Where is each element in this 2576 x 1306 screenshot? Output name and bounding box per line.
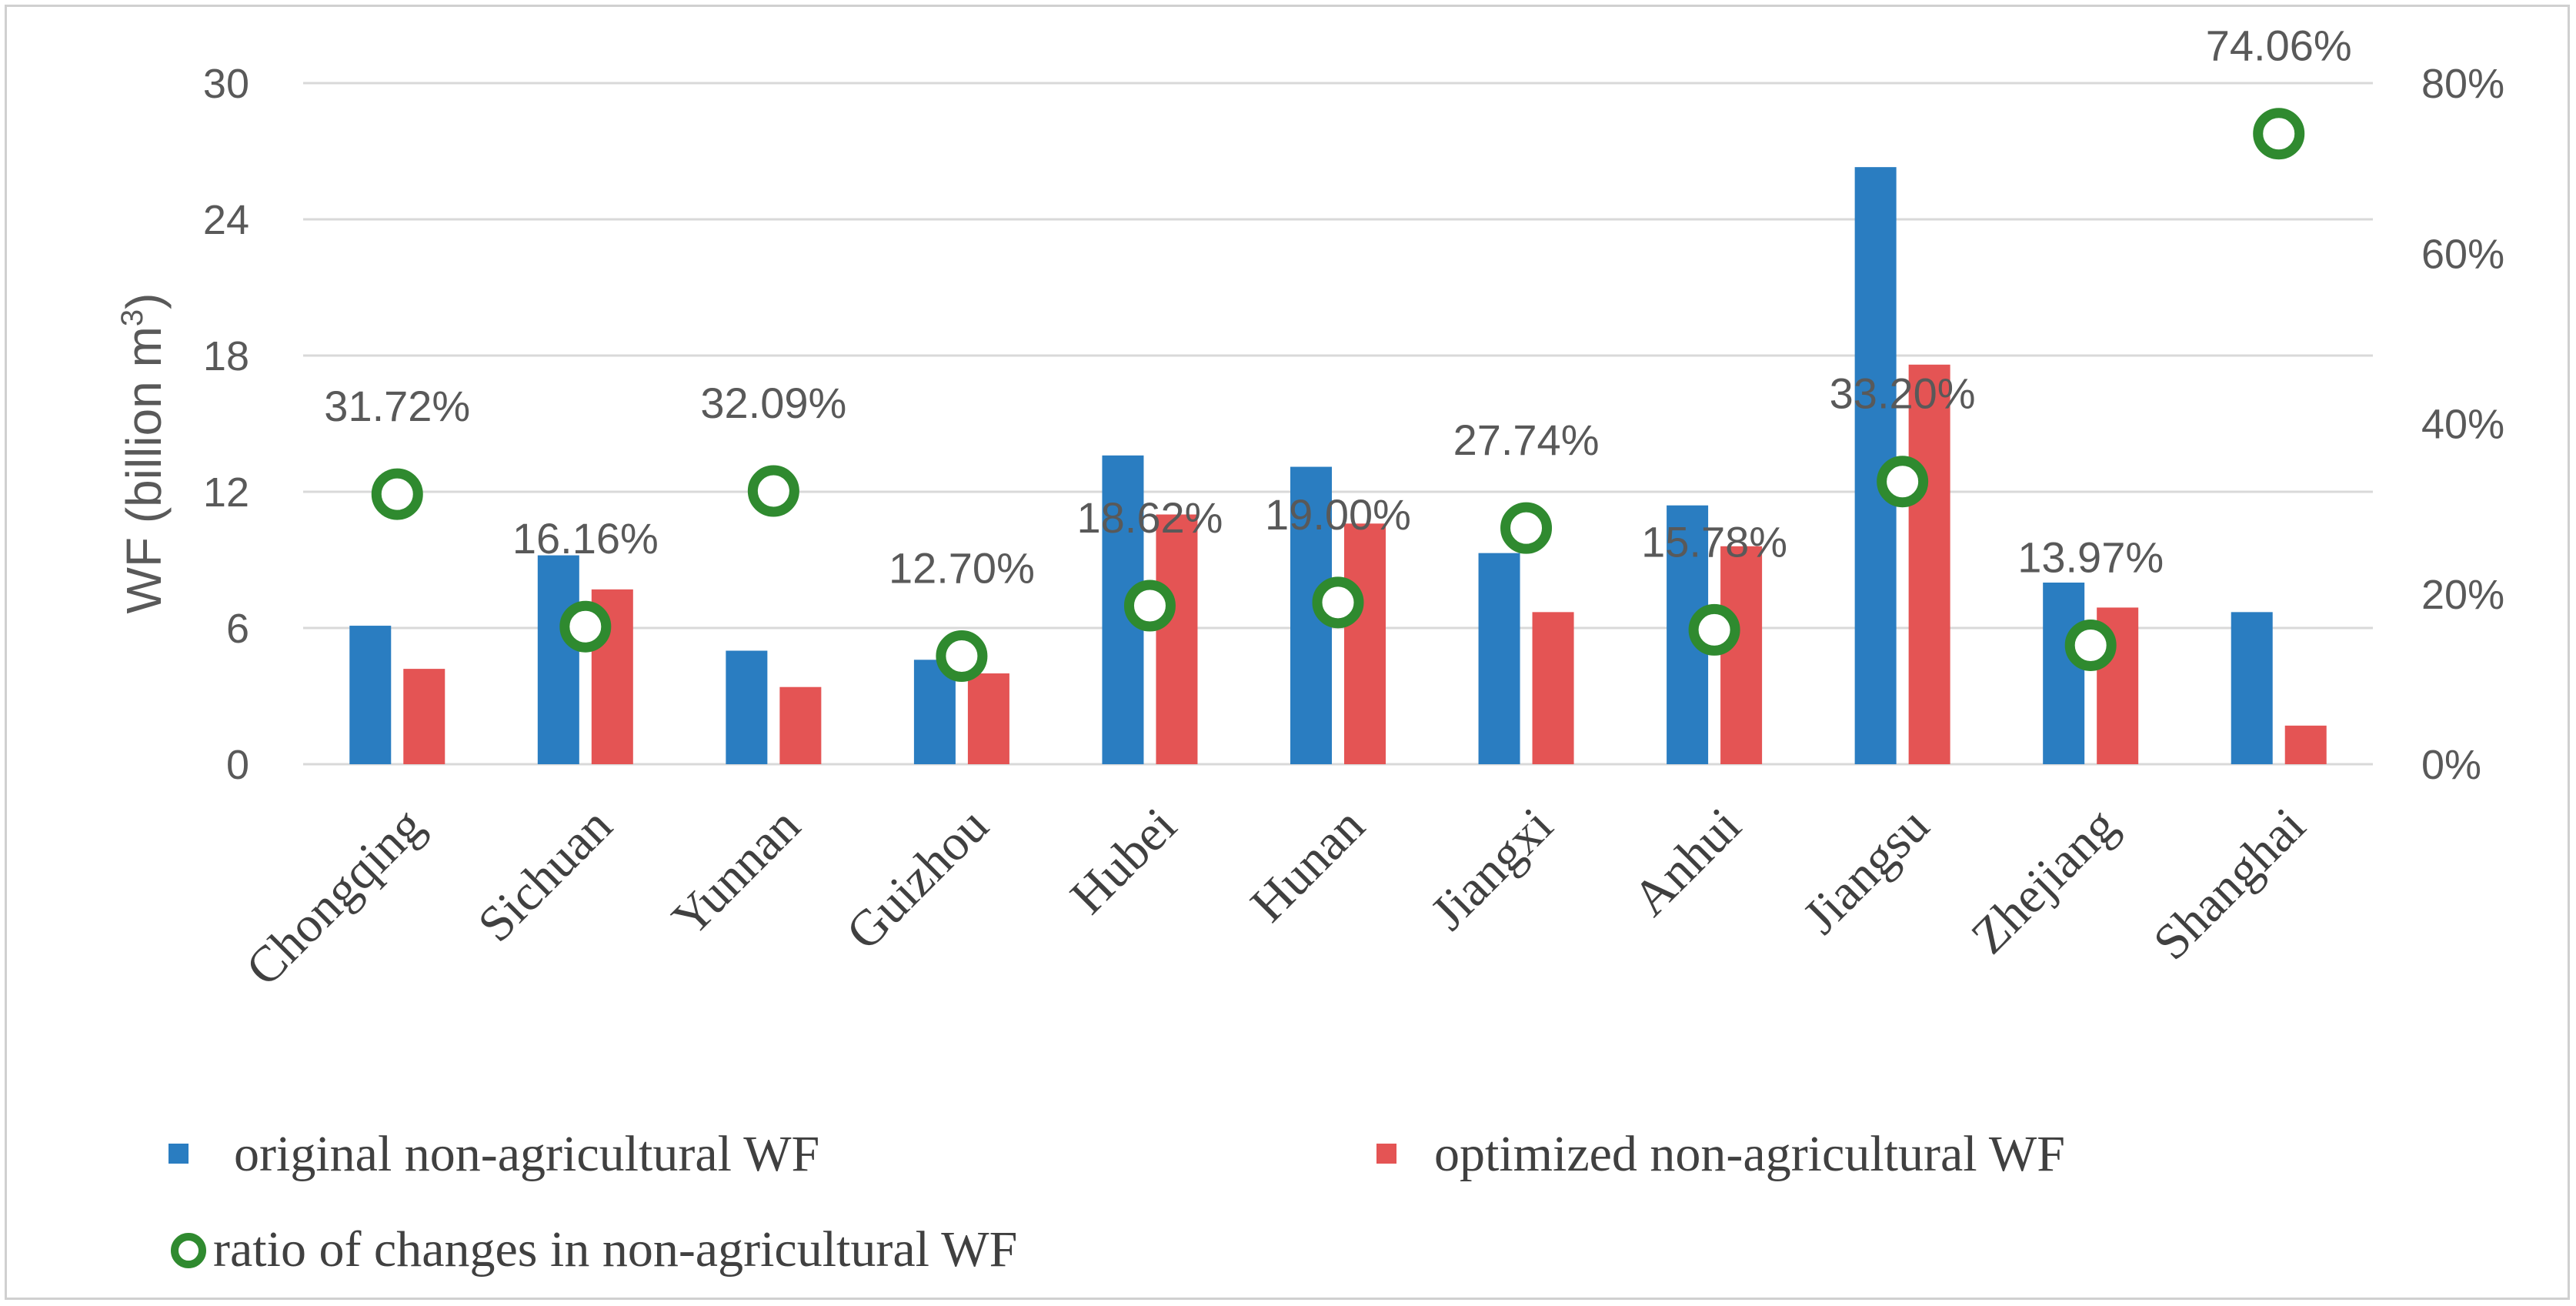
y-axis-right: 0% 20% 40% 60% 80%: [2421, 61, 2504, 788]
y2-tick-label: 60%: [2421, 231, 2504, 277]
ratio-marker-chongqing: [371, 468, 423, 520]
bar-optimized-hubei: [1156, 514, 1198, 764]
gridlines: [303, 82, 2373, 766]
legend: original non-agricultural WF optimized n…: [169, 1126, 2065, 1278]
y-axis-label-superscript: 3: [115, 309, 149, 326]
legend-label-ratio: ratio of changes in non-agricultural WF: [213, 1221, 1017, 1278]
ratio-marker-anhui: [1688, 603, 1740, 656]
y-tick-label: 30: [203, 61, 249, 107]
ratio-marker-shanghai: [2253, 108, 2305, 160]
bar-original-chongqing: [349, 626, 392, 764]
y2-tick-label: 0%: [2421, 742, 2481, 788]
x-axis-categories: Chongqing Sichuan Yunnan Guizhou Hubei Hunan J…: [235, 797, 2317, 997]
category-label-hunan: Hunan: [1240, 797, 1376, 933]
data-labels: 31.72% 16.16% 32.09% 12.70% 18.62% 19.00% 27.7…: [324, 22, 2351, 593]
y-tick-label: 0: [226, 742, 249, 788]
bar-original-zhejiang: [2043, 583, 2085, 764]
category-label-yunnan: Yunnan: [662, 797, 811, 947]
y2-tick-label: 80%: [2421, 61, 2504, 107]
bars: [349, 167, 2327, 764]
y2-tick-label: 20%: [2421, 572, 2504, 618]
chart-svg: 31.72% 16.16% 32.09% 12.70% 18.62% 19.00% 27.7…: [115, 22, 2504, 1278]
data-label-jiangsu: 33.20%: [1830, 369, 1976, 418]
category-label-jiangsu: Jiangsu: [1793, 797, 1940, 945]
data-label-jiangxi: 27.74%: [1453, 416, 1600, 464]
chart-frame: 31.72% 16.16% 32.09% 12.70% 18.62% 19.00% 27.7…: [5, 5, 2570, 1300]
bar-optimized-shanghai: [2284, 725, 2327, 764]
y-axis-label: WF (billion m3): [115, 293, 172, 614]
category-label-sichuan: Sichuan: [467, 797, 622, 953]
y-axis-left: 0 6 12 18 24 30: [203, 61, 249, 788]
category-label-hubei: Hubei: [1059, 797, 1187, 925]
ratio-marker-sichuan: [559, 600, 612, 653]
ratio-marker-hubei: [1123, 580, 1176, 632]
bar-original-shanghai: [2231, 612, 2273, 764]
ratio-marker-zhejiang: [2064, 619, 2117, 671]
ratio-marker-hunan: [1312, 576, 1364, 629]
data-label-shanghai: 74.06%: [2206, 22, 2352, 70]
ratio-marker-yunnan: [747, 465, 799, 517]
category-label-guizhou: Guizhou: [836, 797, 999, 960]
data-label-yunnan: 32.09%: [700, 379, 846, 427]
data-label-sichuan: 16.16%: [512, 514, 659, 563]
ratio-marker-jiangxi: [1500, 502, 1553, 554]
y-axis-label-close: ): [116, 293, 172, 309]
bar-optimized-jiangxi: [1532, 612, 1574, 764]
data-label-guizhou: 12.70%: [889, 544, 1035, 593]
bar-original-yunnan: [726, 650, 768, 764]
legend-marker-ratio: [171, 1233, 206, 1268]
category-label-zhejiang: Zhejiang: [1960, 797, 2127, 964]
bar-optimized-yunnan: [779, 686, 822, 764]
legend-swatch-original: [169, 1144, 189, 1164]
legend-label-optimized: optimized non-agricultural WF: [1434, 1126, 2065, 1182]
y-tick-label: 12: [203, 469, 249, 516]
bar-original-jiangxi: [1478, 553, 1520, 764]
y2-tick-label: 40%: [2421, 402, 2504, 448]
legend-swatch-optimized: [1376, 1144, 1396, 1164]
bar-optimized-anhui: [1720, 546, 1763, 764]
data-label-hunan: 19.00%: [1265, 490, 1411, 539]
ratio-marker-guizhou: [936, 630, 988, 683]
y-tick-label: 24: [203, 197, 249, 243]
category-label-jiangxi: Jiangxi: [1420, 797, 1563, 940]
category-label-chongqing: Chongqing: [235, 797, 435, 997]
category-label-anhui: Anhui: [1622, 797, 1751, 927]
bar-optimized-hunan: [1344, 523, 1386, 764]
y-tick-label: 6: [226, 606, 249, 652]
bar-original-sichuan: [537, 555, 579, 764]
y-tick-label: 18: [203, 333, 249, 379]
ratio-markers: [371, 108, 2305, 683]
bar-optimized-jiangsu: [1908, 364, 1950, 764]
data-label-hubei: 18.62%: [1076, 493, 1223, 542]
data-label-anhui: 15.78%: [1641, 517, 1787, 566]
legend-label-original: original non-agricultural WF: [234, 1126, 819, 1182]
ratio-marker-jiangsu: [1877, 456, 1929, 508]
category-label-shanghai: Shanghai: [2143, 797, 2316, 970]
data-label-zhejiang: 13.97%: [2017, 533, 2164, 581]
data-label-chongqing: 31.72%: [324, 382, 470, 430]
bar-optimized-guizhou: [967, 673, 1009, 764]
bar-optimized-chongqing: [403, 669, 445, 764]
